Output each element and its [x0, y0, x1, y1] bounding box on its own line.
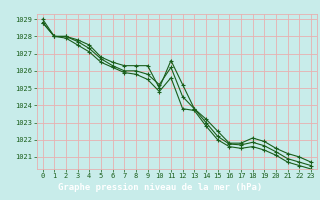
Text: Graphe pression niveau de la mer (hPa): Graphe pression niveau de la mer (hPa)	[58, 182, 262, 192]
